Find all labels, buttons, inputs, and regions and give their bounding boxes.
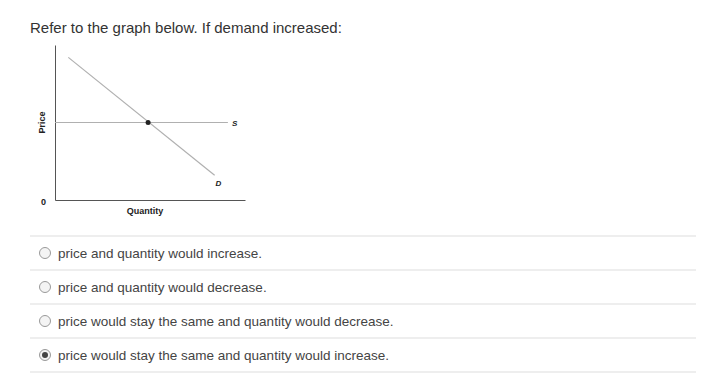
- point: [146, 120, 151, 125]
- option-divider: [30, 372, 696, 373]
- series-labels: SD: [216, 119, 238, 189]
- option-divider: [30, 270, 696, 271]
- y-axis-title: Price: [37, 111, 47, 133]
- option-text: price and quantity would increase.: [58, 246, 262, 261]
- series-label: S: [232, 119, 238, 128]
- option-divider: [30, 236, 696, 237]
- radio-button[interactable]: [40, 282, 51, 293]
- radio-button[interactable]: [40, 248, 51, 259]
- x-axis-line: [56, 200, 246, 201]
- x-axis-title: Quantity: [127, 206, 164, 216]
- radio-button[interactable]: [40, 316, 51, 327]
- x-tick: 0: [41, 197, 56, 207]
- plot-area: [55, 57, 228, 175]
- radio-selected: [42, 352, 48, 358]
- radio-button[interactable]: [40, 350, 51, 361]
- option-text: price would stay the same and quantity w…: [58, 348, 389, 363]
- question: Refer to the graph below. If demand incr…: [30, 19, 342, 36]
- option-text: price and quantity would decrease.: [58, 280, 267, 295]
- option-divider: [30, 304, 696, 305]
- series-label: D: [216, 179, 222, 188]
- background: [0, 0, 726, 387]
- option-divider: [30, 338, 696, 339]
- line: [68, 57, 214, 175]
- line: [55, 122, 228, 123]
- option-text: price would stay the same and quantity w…: [58, 314, 393, 329]
- x-tick-label: 0: [41, 197, 46, 207]
